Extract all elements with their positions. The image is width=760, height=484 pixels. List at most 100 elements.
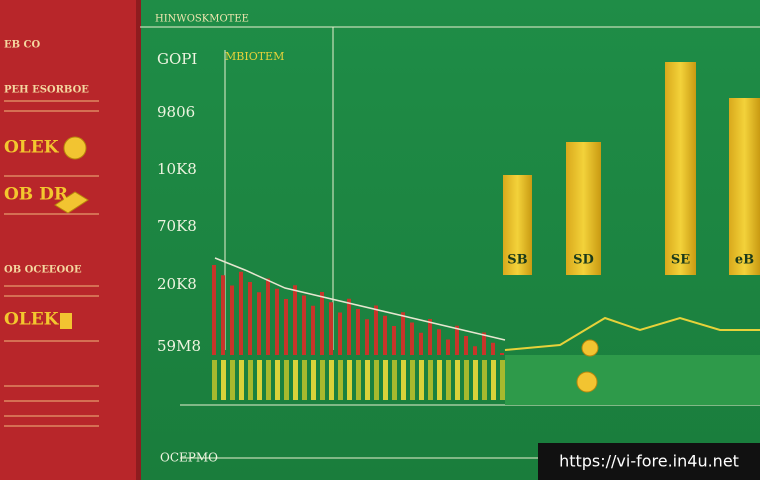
green-field bbox=[505, 355, 760, 405]
sidebar-rule bbox=[4, 213, 99, 215]
sidebar-rule bbox=[4, 340, 99, 342]
sidebar-rule bbox=[4, 100, 99, 102]
yellow-stripe bbox=[284, 360, 289, 400]
y-label: 10K8 bbox=[157, 160, 197, 178]
coin bbox=[63, 136, 87, 160]
red-spike bbox=[464, 336, 468, 355]
red-spike bbox=[365, 319, 369, 355]
yellow-stripe bbox=[239, 360, 244, 400]
red-spike bbox=[248, 282, 252, 355]
red-spike bbox=[401, 312, 405, 355]
yellow-stripe bbox=[293, 360, 298, 400]
yellow-stripe bbox=[383, 360, 388, 400]
sidebar-rule bbox=[4, 400, 99, 402]
yellow-stripe bbox=[455, 360, 460, 400]
red-spike bbox=[383, 315, 387, 355]
red-spike bbox=[320, 292, 324, 355]
red-spike bbox=[284, 299, 288, 355]
red-spike bbox=[500, 353, 504, 355]
yellow-stripe bbox=[491, 360, 496, 400]
yellow-stripe bbox=[329, 360, 334, 400]
sidebar-rule bbox=[4, 175, 99, 177]
yellow-stripe bbox=[320, 360, 325, 400]
y-label: 20K8 bbox=[157, 275, 197, 293]
red-spike bbox=[491, 342, 495, 355]
sidebar-rule bbox=[4, 110, 99, 112]
y-label: 9806 bbox=[157, 103, 195, 121]
y-label: 59M8 bbox=[157, 337, 201, 355]
sidebar-rule bbox=[4, 285, 99, 287]
yellow-stripe bbox=[410, 360, 415, 400]
yellow-stripe bbox=[401, 360, 406, 400]
yellow-stripe bbox=[437, 360, 442, 400]
sidebar-rule bbox=[4, 425, 99, 427]
gold-bar bbox=[503, 175, 532, 275]
title: HINWOSKMOTEE bbox=[155, 14, 249, 25]
yellow-stripe bbox=[212, 360, 217, 400]
gold-ingot bbox=[54, 191, 89, 214]
yellow-stripe bbox=[347, 360, 352, 400]
yellow-stripe bbox=[302, 360, 307, 400]
red-spike bbox=[275, 288, 279, 355]
yellow-stripe bbox=[392, 360, 397, 400]
red-spike bbox=[266, 278, 270, 355]
sidebar-rule bbox=[4, 295, 99, 297]
gold-bar bbox=[729, 98, 760, 275]
red-spike bbox=[347, 298, 351, 355]
yellow-stripe bbox=[374, 360, 379, 400]
red-spike bbox=[437, 329, 441, 355]
gold-bar bbox=[665, 62, 696, 275]
yellow-stripe bbox=[257, 360, 262, 400]
y-label: GOPI bbox=[157, 50, 197, 68]
labels: SB SD SE eB GOPI 9806 10K8 70K8 20K8 59M8 MBIOTEM O… bbox=[4, 40, 754, 465]
sidebar-item: OB OCEEOOE bbox=[4, 265, 82, 276]
yellow-stripe bbox=[419, 360, 424, 400]
red-spike bbox=[311, 305, 315, 355]
bar-label: eB bbox=[735, 253, 754, 268]
watermark-box bbox=[538, 443, 760, 480]
sidebar-item: OLEK bbox=[4, 138, 60, 158]
coin bbox=[576, 371, 598, 393]
yellow-stripe bbox=[428, 360, 433, 400]
sidebar bbox=[0, 0, 136, 480]
red-spike bbox=[212, 265, 216, 355]
sidebar-item: PEH ESORBOE bbox=[4, 85, 89, 96]
red-spike bbox=[455, 325, 459, 355]
yellow-stripe bbox=[230, 360, 235, 400]
sidebar-item: EB CO bbox=[4, 40, 41, 51]
decoration bbox=[4, 62, 760, 427]
red-spike bbox=[239, 271, 243, 355]
red-spike bbox=[329, 302, 333, 355]
sidebar-edge bbox=[136, 0, 141, 480]
yellow-stripe bbox=[338, 360, 343, 400]
bar-label: SE bbox=[671, 253, 690, 268]
yellow-stripe bbox=[275, 360, 280, 400]
red-spike bbox=[410, 322, 414, 355]
sidebar-item: OB DR bbox=[4, 185, 69, 205]
wave-line bbox=[504, 316, 760, 351]
y-label: 70K8 bbox=[157, 217, 197, 235]
x-label: OCEPMO bbox=[160, 451, 218, 465]
yellow-stripe bbox=[311, 360, 316, 400]
yellow-stripe bbox=[482, 360, 487, 400]
red-spike bbox=[473, 346, 477, 355]
sidebar-item: OLEK bbox=[4, 310, 60, 330]
red-spike bbox=[257, 292, 261, 355]
trend-line bbox=[214, 257, 506, 341]
red-spike bbox=[293, 285, 297, 355]
red-spike bbox=[230, 285, 234, 355]
gold-ingot bbox=[60, 313, 72, 329]
coin bbox=[581, 339, 599, 357]
bar-label: SD bbox=[573, 253, 594, 268]
watermark: https://vi-fore.in4u.net bbox=[559, 452, 739, 471]
sidebar-rule bbox=[4, 385, 99, 387]
yellow-stripe bbox=[464, 360, 469, 400]
yellow-stripe bbox=[473, 360, 478, 400]
red-spike bbox=[392, 326, 396, 355]
red-spike bbox=[482, 332, 486, 355]
red-spike bbox=[374, 305, 378, 355]
red-spike bbox=[446, 339, 450, 355]
red-spike bbox=[302, 295, 306, 355]
red-spike bbox=[419, 332, 423, 355]
